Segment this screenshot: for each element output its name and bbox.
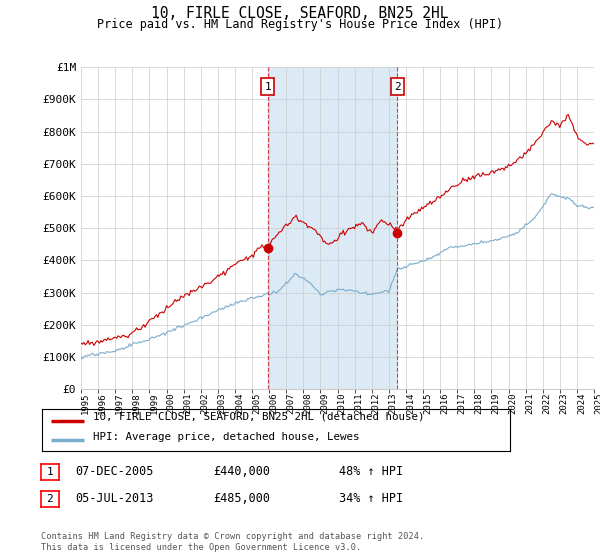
Text: 2007: 2007	[286, 392, 295, 413]
Text: 2011: 2011	[355, 392, 364, 413]
Text: 2004: 2004	[235, 392, 244, 413]
Text: 07-DEC-2005: 07-DEC-2005	[75, 465, 154, 478]
Text: 34% ↑ HPI: 34% ↑ HPI	[339, 492, 403, 505]
Text: Contains HM Land Registry data © Crown copyright and database right 2024.
This d: Contains HM Land Registry data © Crown c…	[41, 532, 424, 552]
Text: 1999: 1999	[149, 392, 158, 413]
Text: £440,000: £440,000	[213, 465, 270, 478]
Text: 1996: 1996	[98, 392, 107, 413]
Text: 2023: 2023	[560, 392, 569, 413]
Text: 2020: 2020	[509, 392, 517, 413]
Text: 2002: 2002	[201, 392, 210, 413]
Text: 10, FIRLE CLOSE, SEAFORD, BN25 2HL: 10, FIRLE CLOSE, SEAFORD, BN25 2HL	[151, 6, 449, 21]
Text: 2022: 2022	[542, 392, 552, 413]
Text: 2010: 2010	[337, 392, 347, 413]
Text: 2001: 2001	[184, 392, 193, 413]
Text: 2: 2	[46, 494, 53, 504]
Text: £485,000: £485,000	[213, 492, 270, 505]
Text: 2024: 2024	[577, 392, 586, 413]
Text: 48% ↑ HPI: 48% ↑ HPI	[339, 465, 403, 478]
Text: 10, FIRLE CLOSE, SEAFORD, BN25 2HL (detached house): 10, FIRLE CLOSE, SEAFORD, BN25 2HL (deta…	[94, 412, 425, 422]
Text: 2006: 2006	[269, 392, 278, 413]
Text: 2014: 2014	[406, 392, 415, 413]
Text: 2019: 2019	[491, 392, 500, 413]
Text: 2009: 2009	[320, 392, 329, 413]
Text: 2017: 2017	[457, 392, 466, 413]
Text: 2021: 2021	[526, 392, 535, 413]
Text: 1995: 1995	[81, 392, 90, 413]
Text: HPI: Average price, detached house, Lewes: HPI: Average price, detached house, Lewe…	[94, 432, 360, 441]
Text: 05-JUL-2013: 05-JUL-2013	[75, 492, 154, 505]
Text: 2008: 2008	[304, 392, 313, 413]
Text: 2000: 2000	[166, 392, 175, 413]
Text: 2015: 2015	[423, 392, 432, 413]
Text: 2013: 2013	[389, 392, 398, 413]
Text: 1997: 1997	[115, 392, 124, 413]
Text: 1998: 1998	[133, 392, 142, 413]
Text: 2003: 2003	[218, 392, 227, 413]
Text: 2025: 2025	[594, 392, 600, 413]
Bar	[268, 67, 397, 389]
Text: 2012: 2012	[372, 392, 381, 413]
Text: 2: 2	[394, 82, 401, 91]
Text: Price paid vs. HM Land Registry's House Price Index (HPI): Price paid vs. HM Land Registry's House …	[97, 18, 503, 31]
Text: 1: 1	[46, 467, 53, 477]
Text: 2005: 2005	[252, 392, 261, 413]
Text: 1: 1	[265, 82, 271, 91]
Text: 2016: 2016	[440, 392, 449, 413]
Text: 2018: 2018	[475, 392, 484, 413]
